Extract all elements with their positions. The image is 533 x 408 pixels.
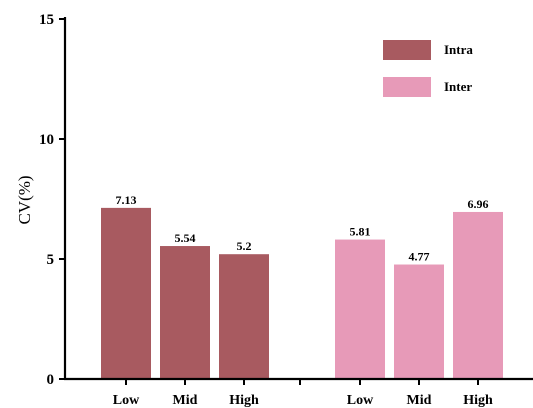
legend: Intra Inter xyxy=(383,40,473,97)
legend-swatch-inter xyxy=(383,77,431,97)
legend-label-inter: Inter xyxy=(444,79,472,94)
x-tick-label: Mid xyxy=(173,393,198,408)
y-tick-label: 10 xyxy=(39,132,54,148)
x-tick-label: High xyxy=(229,393,259,408)
y-tick-label: 0 xyxy=(47,372,55,388)
y-tick-label: 5 xyxy=(47,252,55,268)
legend-swatch-intra xyxy=(383,40,431,60)
x-tick-label: High xyxy=(463,393,493,408)
y-axis-label-group: CV(%) xyxy=(15,175,34,224)
x-tick-label: Mid xyxy=(407,393,432,408)
data-label: 4.77 xyxy=(409,250,430,264)
x-axis-ticks: Low Mid High Low Mid High xyxy=(113,379,493,408)
y-axis-label: CV(%) xyxy=(15,175,34,224)
legend-label-intra: Intra xyxy=(444,42,473,57)
bar-intra-low xyxy=(101,207,151,379)
bar-intra-mid xyxy=(160,246,210,379)
data-label: 5.2 xyxy=(237,239,252,253)
bar-inter-low xyxy=(335,239,385,379)
bar-intra-high xyxy=(219,254,269,379)
bars: 7.13 5.54 5.2 5.81 4.77 6.96 xyxy=(101,193,503,379)
x-tick-label: Low xyxy=(113,393,140,408)
x-tick-label: Low xyxy=(347,393,374,408)
data-label: 5.54 xyxy=(175,231,196,245)
y-tick-label: 15 xyxy=(39,12,54,28)
bar-inter-high xyxy=(453,211,503,379)
bar-inter-mid xyxy=(394,264,444,379)
y-axis-ticks: 0 5 10 15 xyxy=(39,12,65,388)
data-label: 7.13 xyxy=(116,193,137,207)
data-label: 5.81 xyxy=(350,225,371,239)
data-label: 6.96 xyxy=(468,197,489,211)
